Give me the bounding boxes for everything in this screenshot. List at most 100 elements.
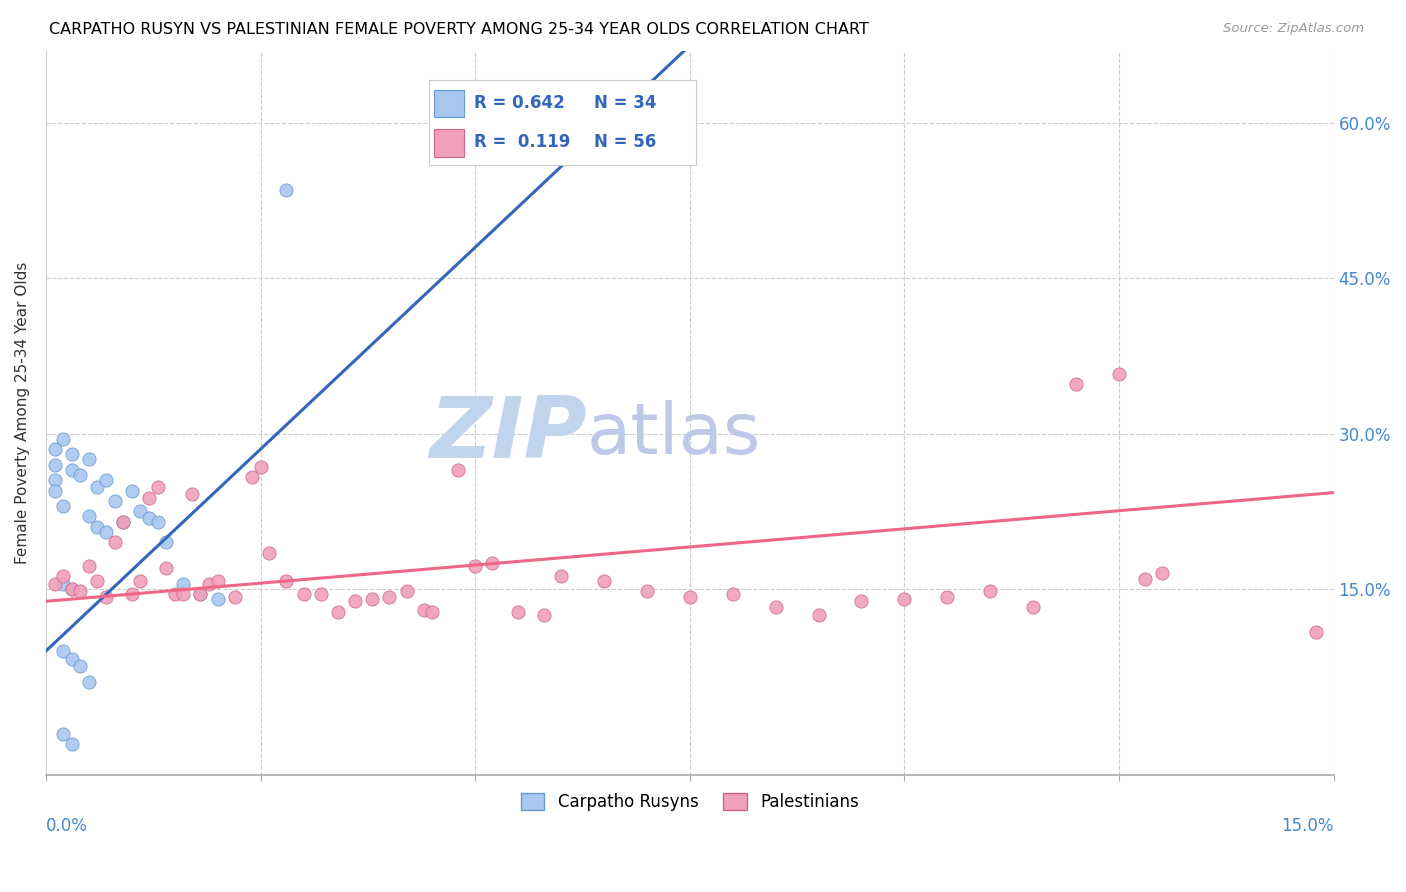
Point [86,574,108,588]
Point [420,605,443,619]
Point [44,483,66,498]
Point [447,463,470,477]
Point [44,458,66,472]
Point [378,590,401,604]
Point [851,594,873,608]
Point [112,515,135,529]
Bar [434,89,464,117]
Point [155,561,177,575]
Point [112,515,135,529]
Point [69,468,91,483]
Point [146,515,169,529]
Point [240,470,263,484]
Point [146,480,169,494]
Point [60,463,83,477]
Point [60,447,83,461]
Point [309,587,332,601]
Text: N = 34: N = 34 [595,95,657,112]
Point [395,583,418,598]
Point [94,524,117,539]
Point [190,587,212,601]
Legend: Carpatho Rusyns, Palestinians: Carpatho Rusyns, Palestinians [515,786,865,818]
Point [172,576,194,591]
Point [60,582,83,596]
Point [60,582,83,596]
Point [52,432,75,446]
Point [936,590,959,604]
Point [129,574,152,588]
Point [1305,625,1327,640]
Point [60,652,83,666]
Point [190,587,212,601]
Text: atlas: atlas [586,401,761,469]
Point [52,499,75,513]
Point [60,737,83,751]
Point [593,574,616,588]
Point [1108,367,1130,381]
Point [550,569,572,583]
Point [52,727,75,741]
Point [257,546,280,560]
Point [77,509,100,524]
Text: Source: ZipAtlas.com: Source: ZipAtlas.com [1223,22,1364,36]
Point [893,592,915,607]
Point [412,602,434,616]
Point [636,583,658,598]
Point [163,587,186,601]
Text: 0.0%: 0.0% [46,816,87,835]
Point [979,583,1001,598]
Point [721,587,744,601]
Point [77,675,100,690]
Point [69,583,91,598]
Point [1133,572,1156,586]
Point [180,486,202,500]
Point [1150,566,1173,581]
Text: R =  0.119: R = 0.119 [474,133,571,151]
Y-axis label: Female Poverty Among 25-34 Year Olds: Female Poverty Among 25-34 Year Olds [15,261,30,564]
Point [52,576,75,591]
Point [276,183,298,197]
Point [104,494,127,508]
Point [533,607,555,622]
Point [207,574,229,588]
Point [361,592,384,607]
Point [464,559,486,574]
Point [86,480,108,494]
Point [326,605,349,619]
Point [86,520,108,534]
Point [207,592,229,607]
Point [1022,600,1045,615]
Point [679,590,702,604]
Point [198,576,221,591]
Point [44,442,66,457]
Point [104,535,127,549]
Point [44,576,66,591]
Text: ZIP: ZIP [429,393,586,476]
Bar [434,129,464,157]
Point [224,590,246,604]
Point [138,491,160,505]
Point [172,587,194,601]
Point [807,607,830,622]
Text: R = 0.642: R = 0.642 [474,95,565,112]
Point [94,590,117,604]
Point [129,504,152,518]
Point [765,600,787,615]
Point [52,569,75,583]
Point [69,659,91,673]
Point [138,511,160,525]
Point [481,556,503,570]
Point [1064,376,1087,391]
Text: 15.0%: 15.0% [1281,816,1334,835]
Point [292,587,315,601]
Point [52,644,75,658]
Point [94,473,117,487]
Point [121,587,143,601]
Point [155,535,177,549]
Point [121,483,143,498]
Text: N = 56: N = 56 [595,133,657,151]
Point [508,605,530,619]
Point [77,559,100,574]
Text: CARPATHO RUSYN VS PALESTINIAN FEMALE POVERTY AMONG 25-34 YEAR OLDS CORRELATION C: CARPATHO RUSYN VS PALESTINIAN FEMALE POV… [49,22,869,37]
Point [77,452,100,467]
